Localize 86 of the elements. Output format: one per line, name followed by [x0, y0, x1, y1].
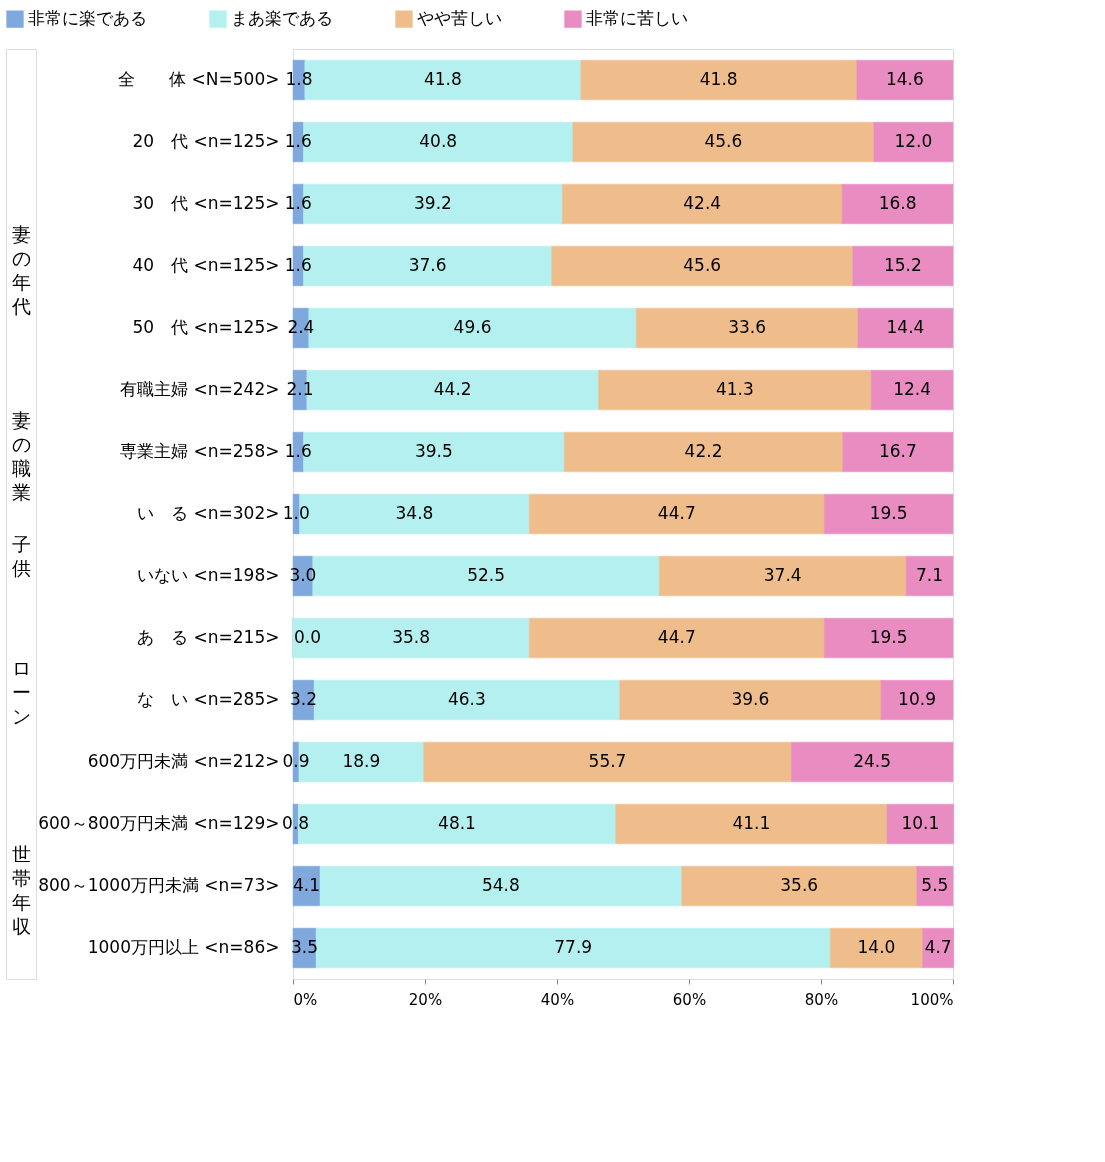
data-label: 4.7	[924, 937, 952, 957]
y-tick-label: 有職主婦 <n=242>	[120, 379, 280, 399]
text: ローン	[11, 657, 31, 727]
y-tick-label: 50 代 <n=125>	[132, 317, 280, 337]
y-tick-label: 40 代 <n=125>	[132, 255, 280, 275]
x-tick-label: 0%	[293, 990, 318, 1009]
y-tick-label: 1000万円以上 <n=86>	[87, 937, 280, 957]
data-label: 12.4	[893, 379, 932, 399]
data-label: 45.6	[704, 131, 743, 151]
data-label: 39.6	[731, 689, 770, 709]
data-label: 16.8	[878, 193, 917, 213]
data-label: 14.0	[857, 937, 896, 957]
data-label: 45.6	[683, 255, 722, 275]
data-label: 33.6	[728, 317, 767, 337]
data-label: 0.8	[282, 813, 310, 833]
data-label: 0.0	[294, 627, 322, 647]
data-label: 0.9	[282, 751, 310, 771]
data-label: 19.5	[869, 627, 908, 647]
data-label: 39.2	[413, 193, 452, 213]
data-label: 44.7	[657, 503, 696, 523]
data-label: 77.9	[554, 937, 593, 957]
x-tick-label: 80%	[804, 990, 839, 1009]
legend-label: 非常に楽である	[28, 8, 147, 29]
y-tick-label: 800～1000万円未満 <n=73>	[38, 875, 280, 895]
data-label: 10.9	[898, 689, 936, 709]
x-tick-label: 60%	[672, 990, 707, 1009]
x-tick-label: 20%	[408, 990, 443, 1009]
y-tick-label: あ る <n=215>	[137, 627, 280, 647]
y-tick-label: いない <n=198>	[137, 565, 280, 585]
data-label: 14.4	[886, 317, 925, 337]
data-label: 35.8	[392, 627, 431, 647]
data-label: 39.5	[414, 441, 453, 461]
data-label: 18.9	[342, 751, 381, 771]
data-label: 7.1	[916, 565, 944, 585]
data-label: 35.6	[780, 875, 819, 895]
data-label: 44.2	[433, 379, 472, 399]
data-label: 12.0	[894, 131, 933, 151]
data-label: 34.8	[395, 503, 434, 523]
text: 妻の職業	[11, 409, 31, 503]
y-tick-label: 600万円未満 <n=212>	[87, 751, 280, 771]
data-label: 40.8	[419, 131, 458, 151]
y-tick-label: 30 代 <n=125>	[132, 193, 280, 213]
text: 子供	[11, 533, 31, 579]
text: 妻の年代	[10, 223, 31, 317]
y-tick-label: 専業主婦 <n=258>	[120, 441, 280, 461]
y-tick-label: 20 代 <n=125>	[132, 131, 280, 151]
y-tick-label: 全 体 <N=500>	[118, 69, 280, 89]
data-label: 1.6	[284, 255, 312, 275]
data-label: 10.1	[901, 813, 940, 833]
data-label: 52.5	[467, 565, 505, 585]
data-label: 55.7	[588, 751, 627, 771]
y-tick-label: 600～800万円未満 <n=129>	[38, 813, 280, 833]
data-label: 3.5	[291, 937, 319, 957]
data-label: 48.1	[438, 813, 476, 833]
data-label: 1.0	[282, 503, 310, 523]
data-label: 24.5	[853, 751, 892, 771]
y-tick-label: な い <n=285>	[137, 689, 280, 709]
legend-label: まあ楽である	[231, 8, 333, 29]
data-label: 16.7	[878, 441, 917, 461]
data-label: 54.8	[481, 875, 520, 895]
data-label: 41.3	[715, 379, 754, 399]
data-label: 4.1	[293, 875, 321, 895]
data-label: 1.6	[284, 131, 312, 151]
data-label: 41.8	[699, 69, 738, 89]
y-tick-label: い る <n=302>	[137, 503, 280, 523]
data-label: 19.5	[869, 503, 908, 523]
data-label: 42.2	[684, 441, 723, 461]
data-label: 41.1	[732, 813, 771, 833]
data-label: 14.6	[885, 69, 924, 89]
text: 世帯年収	[11, 843, 31, 937]
data-label: 41.8	[423, 69, 462, 89]
data-label: 5.5	[921, 875, 949, 895]
x-tick-label: 40%	[540, 990, 575, 1009]
data-label: 15.2	[883, 255, 922, 275]
data-label: 1.6	[284, 193, 312, 213]
x-tick-label: 100%	[910, 990, 954, 1009]
data-label: 49.6	[453, 317, 492, 337]
data-label: 37.6	[408, 255, 447, 275]
data-label: 46.3	[447, 689, 486, 709]
data-label: 44.7	[657, 627, 696, 647]
legend-label: やや苦しい	[417, 8, 502, 29]
legend-label: 非常に苦しい	[586, 8, 688, 29]
data-label: 42.4	[683, 193, 722, 213]
data-label: 1.6	[284, 441, 312, 461]
data-label: 37.4	[763, 565, 802, 585]
data-label: 1.8	[285, 69, 313, 89]
